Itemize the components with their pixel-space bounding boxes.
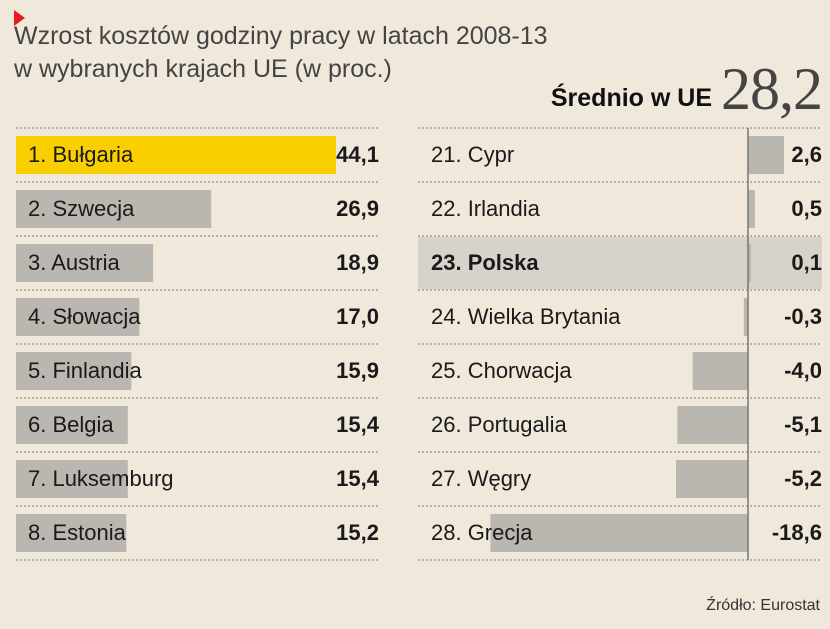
value-label: 18,9 <box>336 250 379 275</box>
value-label: 0,5 <box>791 196 822 221</box>
value-label: -4,0 <box>784 358 822 383</box>
bar <box>16 352 132 390</box>
value-label: 15,4 <box>336 466 380 491</box>
value-label: 15,4 <box>336 412 380 437</box>
category-label: 5. Finlandia <box>28 358 143 383</box>
bar <box>16 406 128 444</box>
bar <box>748 136 784 174</box>
poland-row-highlight <box>418 237 822 289</box>
value-label: 17,0 <box>336 304 379 329</box>
category-label: 6. Belgia <box>28 412 114 437</box>
value-label: -18,6 <box>772 520 822 545</box>
bar <box>743 298 748 336</box>
category-label: 8. Estonia <box>28 520 127 545</box>
value-label: 26,9 <box>336 196 379 221</box>
value-label: 0,1 <box>791 250 822 275</box>
category-label: 23. Polska <box>431 250 539 275</box>
category-label: 21. Cypr <box>431 142 514 167</box>
category-label: 4. Słowacja <box>28 304 141 329</box>
bar <box>16 460 128 498</box>
value-label: 2,6 <box>791 142 822 167</box>
category-label: 1. Bułgaria <box>28 142 134 167</box>
value-label: -5,2 <box>784 466 822 491</box>
value-label: 15,2 <box>336 520 379 545</box>
category-label: 28. Grecja <box>431 520 533 545</box>
red-triangle-marker-icon <box>14 10 25 26</box>
category-label: 26. Portugalia <box>431 412 568 437</box>
bar <box>490 514 748 552</box>
value-label: -0,3 <box>784 304 822 329</box>
bar <box>16 244 154 282</box>
value-label: 15,9 <box>336 358 379 383</box>
average-label: Średnio w UE <box>550 84 712 112</box>
value-label: -5,1 <box>784 412 822 437</box>
value-label: 44,1 <box>336 142 379 167</box>
category-label: 27. Węgry <box>431 466 531 491</box>
bar <box>16 298 140 336</box>
category-label: 7. Luksemburg <box>28 466 174 491</box>
bar <box>748 190 755 228</box>
category-label: 2. Szwecja <box>28 196 135 221</box>
chart-title: Wzrost kosztów godziny pracy w latach 20… <box>14 22 548 83</box>
bar <box>692 352 748 390</box>
category-label: 3. Austria <box>28 250 120 275</box>
bar <box>676 460 748 498</box>
bar <box>16 190 212 228</box>
bar <box>16 136 336 174</box>
category-label: 25. Chorwacja <box>431 358 572 383</box>
average-value: 28,2 <box>721 56 823 122</box>
bar <box>677 406 748 444</box>
bar <box>16 514 127 552</box>
category-label: 24. Wielka Brytania <box>431 304 621 329</box>
bar <box>748 244 751 282</box>
source-note: Źródło: Eurostat <box>706 597 820 614</box>
category-label: 22. Irlandia <box>431 196 541 221</box>
